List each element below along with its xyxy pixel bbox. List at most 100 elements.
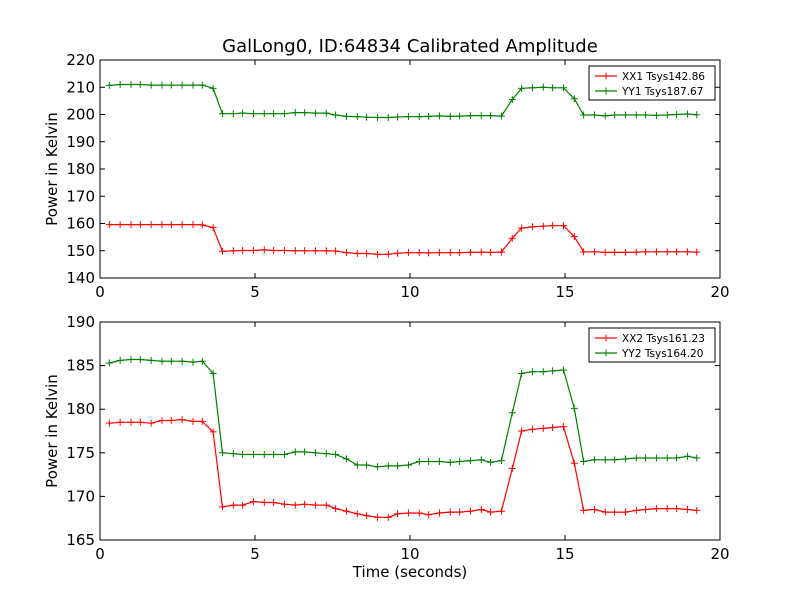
data-point bbox=[487, 248, 495, 256]
legend-marker bbox=[602, 72, 610, 80]
y-tick-label: 140 bbox=[66, 269, 95, 287]
data-point bbox=[456, 112, 464, 120]
y-tick-label: 220 bbox=[66, 51, 95, 69]
data-point bbox=[601, 248, 609, 256]
data-point bbox=[632, 111, 640, 119]
legend: XX1 Tsys142.86 YY1 Tsys187.67 bbox=[588, 65, 716, 101]
legend-label: YY2 Tsys164.20 bbox=[621, 348, 703, 360]
top-panel: 0 5 10 15 20 140 150 160 170 180 190 200 210 220 Power… bbox=[43, 51, 730, 301]
data-point bbox=[559, 423, 567, 431]
y-tick-label: 190 bbox=[66, 313, 95, 331]
data-point bbox=[209, 369, 217, 377]
data-point bbox=[518, 369, 526, 377]
data-point bbox=[342, 249, 350, 257]
data-point bbox=[198, 81, 206, 89]
data-point bbox=[477, 505, 485, 513]
data-point bbox=[528, 368, 536, 376]
data-point bbox=[446, 508, 454, 516]
legend-marker bbox=[602, 349, 610, 357]
data-point bbox=[549, 367, 557, 375]
data-point bbox=[590, 505, 598, 513]
data-point bbox=[652, 454, 660, 462]
y-tick-label: 175 bbox=[66, 444, 95, 462]
data-point bbox=[477, 456, 485, 464]
x-tick-label: 15 bbox=[555, 283, 574, 301]
data-point bbox=[311, 501, 319, 509]
data-point bbox=[539, 368, 547, 376]
data-point bbox=[693, 506, 701, 514]
data-point bbox=[559, 222, 567, 230]
data-point bbox=[229, 450, 237, 458]
data-point bbox=[456, 458, 464, 466]
data-point bbox=[260, 110, 268, 118]
data-point bbox=[322, 501, 330, 509]
data-point bbox=[394, 462, 402, 470]
data-point bbox=[373, 513, 381, 521]
data-point bbox=[249, 498, 257, 506]
data-point bbox=[487, 112, 495, 120]
data-point bbox=[291, 109, 299, 117]
legend-label: YY1 Tsys187.67 bbox=[621, 86, 703, 98]
data-point bbox=[632, 454, 640, 462]
data-point bbox=[446, 458, 454, 466]
data-point bbox=[528, 84, 536, 92]
x-tick-label: 10 bbox=[400, 283, 419, 301]
data-point bbox=[198, 417, 206, 425]
data-point bbox=[353, 510, 361, 518]
data-point bbox=[373, 250, 381, 258]
data-point bbox=[693, 111, 701, 119]
data-point bbox=[342, 112, 350, 120]
data-point bbox=[611, 456, 619, 464]
data-point bbox=[394, 510, 402, 518]
data-point bbox=[518, 84, 526, 92]
data-point bbox=[332, 247, 340, 255]
data-point bbox=[611, 111, 619, 119]
data-point bbox=[363, 113, 371, 121]
data-point bbox=[621, 111, 629, 119]
data-point bbox=[611, 508, 619, 516]
data-point bbox=[229, 110, 237, 118]
data-point bbox=[652, 248, 660, 256]
data-point bbox=[260, 246, 268, 254]
x-tick-label: 20 bbox=[710, 283, 729, 301]
data-point bbox=[127, 355, 135, 363]
data-point bbox=[239, 451, 247, 459]
data-point bbox=[518, 224, 526, 232]
data-point bbox=[280, 500, 288, 508]
data-point bbox=[683, 110, 691, 118]
data-point bbox=[673, 111, 681, 118]
data-point bbox=[249, 451, 257, 459]
data-point bbox=[404, 461, 412, 469]
data-point bbox=[353, 249, 361, 257]
data-point bbox=[559, 366, 567, 374]
data-point bbox=[425, 249, 433, 257]
data-point bbox=[570, 404, 578, 412]
data-point bbox=[683, 248, 691, 256]
data-point bbox=[384, 113, 392, 121]
data-point bbox=[528, 223, 536, 231]
data-point bbox=[218, 110, 226, 118]
data-point bbox=[147, 81, 155, 89]
y-axis-label: Power in Kelvin bbox=[43, 112, 61, 226]
data-point bbox=[147, 221, 155, 229]
x-tick-label: 15 bbox=[555, 545, 574, 563]
y-axis-label: Power in Kelvin bbox=[43, 374, 61, 488]
data-point bbox=[342, 507, 350, 515]
data-point bbox=[209, 84, 217, 92]
data-point bbox=[270, 499, 278, 507]
data-point bbox=[127, 221, 135, 229]
data-point bbox=[508, 409, 516, 417]
data-point bbox=[209, 428, 217, 436]
data-point bbox=[683, 505, 691, 513]
data-point bbox=[404, 249, 412, 257]
data-point bbox=[456, 508, 464, 516]
data-point bbox=[249, 110, 257, 118]
data-point bbox=[116, 221, 124, 229]
y-tick-label: 160 bbox=[66, 215, 95, 233]
data-point bbox=[497, 248, 505, 256]
data-point bbox=[167, 417, 175, 425]
data-point bbox=[136, 81, 144, 89]
data-point bbox=[178, 221, 186, 229]
data-point bbox=[580, 506, 588, 514]
